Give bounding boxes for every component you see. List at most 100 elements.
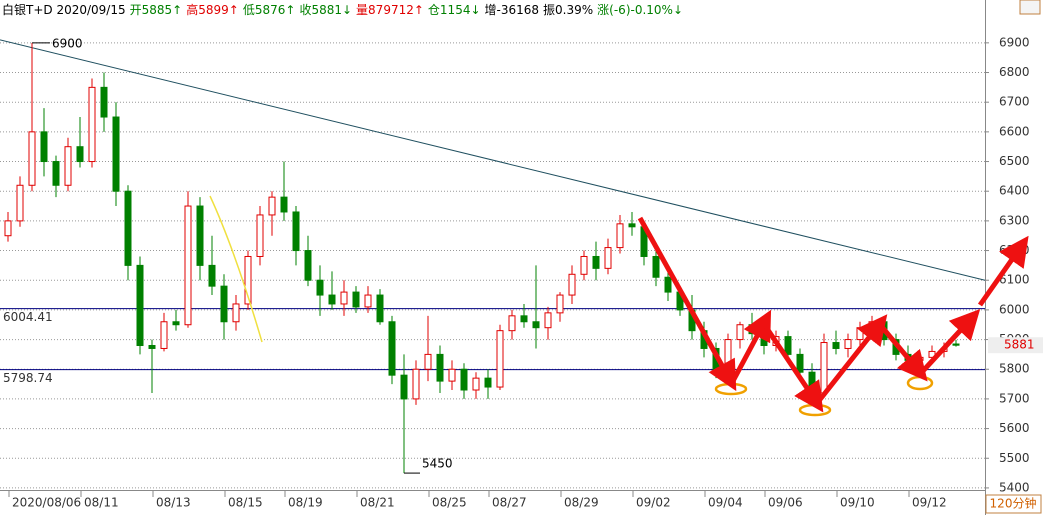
header-item: 低5876↑ — [243, 3, 296, 17]
candle-body — [64, 146, 72, 186]
candle-body — [664, 276, 672, 293]
y-tick-label: 6300 — [999, 213, 1030, 227]
candle-body — [568, 273, 576, 296]
y-tick-label: 5700 — [999, 391, 1030, 405]
candle-body — [88, 86, 96, 163]
y-tick-label: 5800 — [999, 362, 1030, 376]
x-tick-label: 08/19 — [288, 496, 323, 510]
candle-body — [340, 291, 348, 305]
candle-body — [172, 321, 180, 326]
arrow — [730, 309, 772, 383]
header-item: 量879712↑ — [356, 3, 424, 17]
candle-body — [856, 327, 864, 341]
candle-body — [592, 255, 600, 269]
header-item: 振0.39% — [543, 3, 593, 17]
y-tick-label: 6100 — [999, 273, 1030, 287]
candle-body — [28, 131, 36, 186]
settings-icon[interactable] — [1019, 0, 1041, 15]
x-tick-label: 09/10 — [840, 496, 875, 510]
x-tick-label: 08/15 — [228, 496, 263, 510]
y-tick-label: 6700 — [999, 95, 1030, 109]
y-tick-label: 6900 — [999, 35, 1030, 49]
candle-body — [736, 324, 744, 341]
candle-body — [280, 196, 288, 213]
candle-body — [160, 321, 168, 349]
candle-body — [796, 353, 804, 373]
candle-body — [424, 353, 432, 370]
arrow — [816, 314, 888, 404]
x-tick-label: 08/25 — [432, 496, 467, 510]
candle-body — [184, 205, 192, 326]
candle-body — [472, 377, 480, 391]
header-item: 涨(-6)-0.10%↓ — [597, 2, 683, 17]
candle-body — [136, 264, 144, 346]
y-tick-label: 6600 — [999, 124, 1030, 138]
candle-body — [304, 250, 312, 281]
candle-body — [292, 211, 300, 252]
x-tick-label: 2020/08/06 — [12, 496, 81, 510]
h-line-label: 5798.74 — [3, 371, 53, 385]
x-tick-label: 08/21 — [360, 496, 395, 510]
x-tick-label: 08/11 — [84, 496, 119, 510]
arrows — [637, 216, 1029, 413]
header-item: 开5885↑ — [130, 3, 183, 17]
y-tick-label: 6500 — [999, 154, 1030, 168]
arrow — [763, 325, 824, 413]
x-tick-label: 08/13 — [156, 496, 191, 510]
last-price-bg — [988, 337, 1043, 354]
y-tick-label: 6400 — [999, 184, 1030, 198]
header-item: 白银T+D 2020/09/15 — [2, 2, 126, 17]
period-label[interactable]: 120分钟 — [990, 496, 1037, 511]
candle-body — [388, 321, 396, 376]
candle-body — [40, 131, 48, 163]
candle-body — [916, 356, 924, 361]
low-label: 5450 — [422, 457, 453, 471]
candle-body — [748, 324, 756, 335]
candle-body — [484, 377, 492, 388]
candle-body — [232, 303, 240, 323]
y-tick-label: 6000 — [999, 302, 1030, 316]
candle-body — [268, 196, 276, 216]
candle-body — [148, 344, 156, 349]
x-tick-label: 09/12 — [912, 496, 947, 510]
candle-body — [256, 214, 264, 257]
candle-body — [376, 294, 384, 323]
candle-body — [460, 368, 468, 391]
arrow — [977, 235, 1029, 307]
candle-body — [616, 223, 624, 249]
candle-body — [760, 333, 768, 346]
candle-body — [52, 161, 60, 186]
arrow — [637, 216, 737, 392]
header-item: 仓1154↓ — [428, 3, 481, 17]
candle-body — [196, 205, 204, 266]
x-tick-label: 09/04 — [708, 496, 743, 510]
y-tick-label: 5600 — [999, 421, 1030, 435]
y-tick-label: 5500 — [999, 451, 1030, 465]
candle-body — [100, 86, 108, 118]
candle-body — [316, 279, 324, 296]
candle-body — [784, 336, 792, 355]
candle-body — [364, 294, 372, 308]
arrow — [880, 325, 928, 382]
candle-body — [580, 255, 588, 275]
candle-body — [544, 312, 552, 329]
candle-body — [724, 339, 732, 370]
y-tick-label: 6800 — [999, 65, 1030, 79]
x-tick-label: 09/06 — [768, 496, 803, 510]
yellow-curve — [209, 195, 263, 343]
candle-body — [76, 146, 84, 163]
h-line-label: 6004.41 — [3, 310, 53, 324]
period-box[interactable] — [985, 494, 1042, 514]
candle-body — [556, 294, 564, 314]
header-item: 高5899↑ — [186, 2, 239, 17]
candle-body — [352, 291, 360, 308]
header-item: 收5881↓ — [299, 3, 352, 17]
x-tick-label: 08/29 — [564, 496, 599, 510]
candle-body — [16, 184, 24, 222]
candle-body — [220, 285, 228, 323]
y-tick-label: 5400 — [999, 480, 1030, 494]
candle-body — [412, 368, 420, 400]
candle-body — [448, 368, 456, 382]
